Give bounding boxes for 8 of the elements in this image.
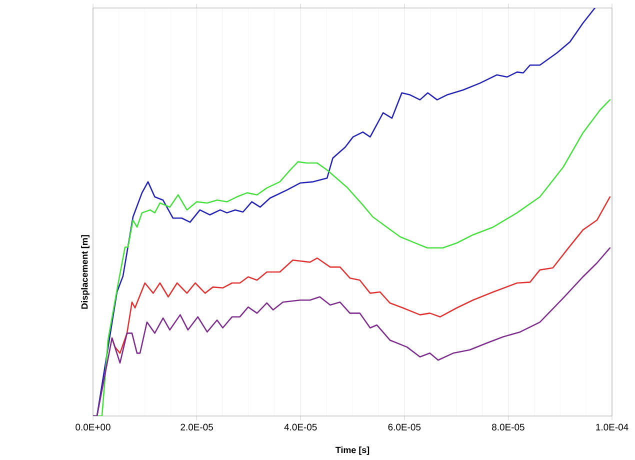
x-tick-label: 8.0E-05 <box>492 424 524 430</box>
x-axis-title: Time [s] <box>335 446 370 455</box>
x-tick-label: 0.0E+00 <box>76 424 110 430</box>
x-tick-label: 6.0E-05 <box>388 424 421 430</box>
x-tick-label: 2.0E-05 <box>180 424 213 430</box>
y-axis-title: Displacement [m] <box>81 235 90 309</box>
x-tick-label: 1.0E-04 <box>596 424 628 430</box>
x-tick-label: 4.0E-05 <box>284 424 317 430</box>
